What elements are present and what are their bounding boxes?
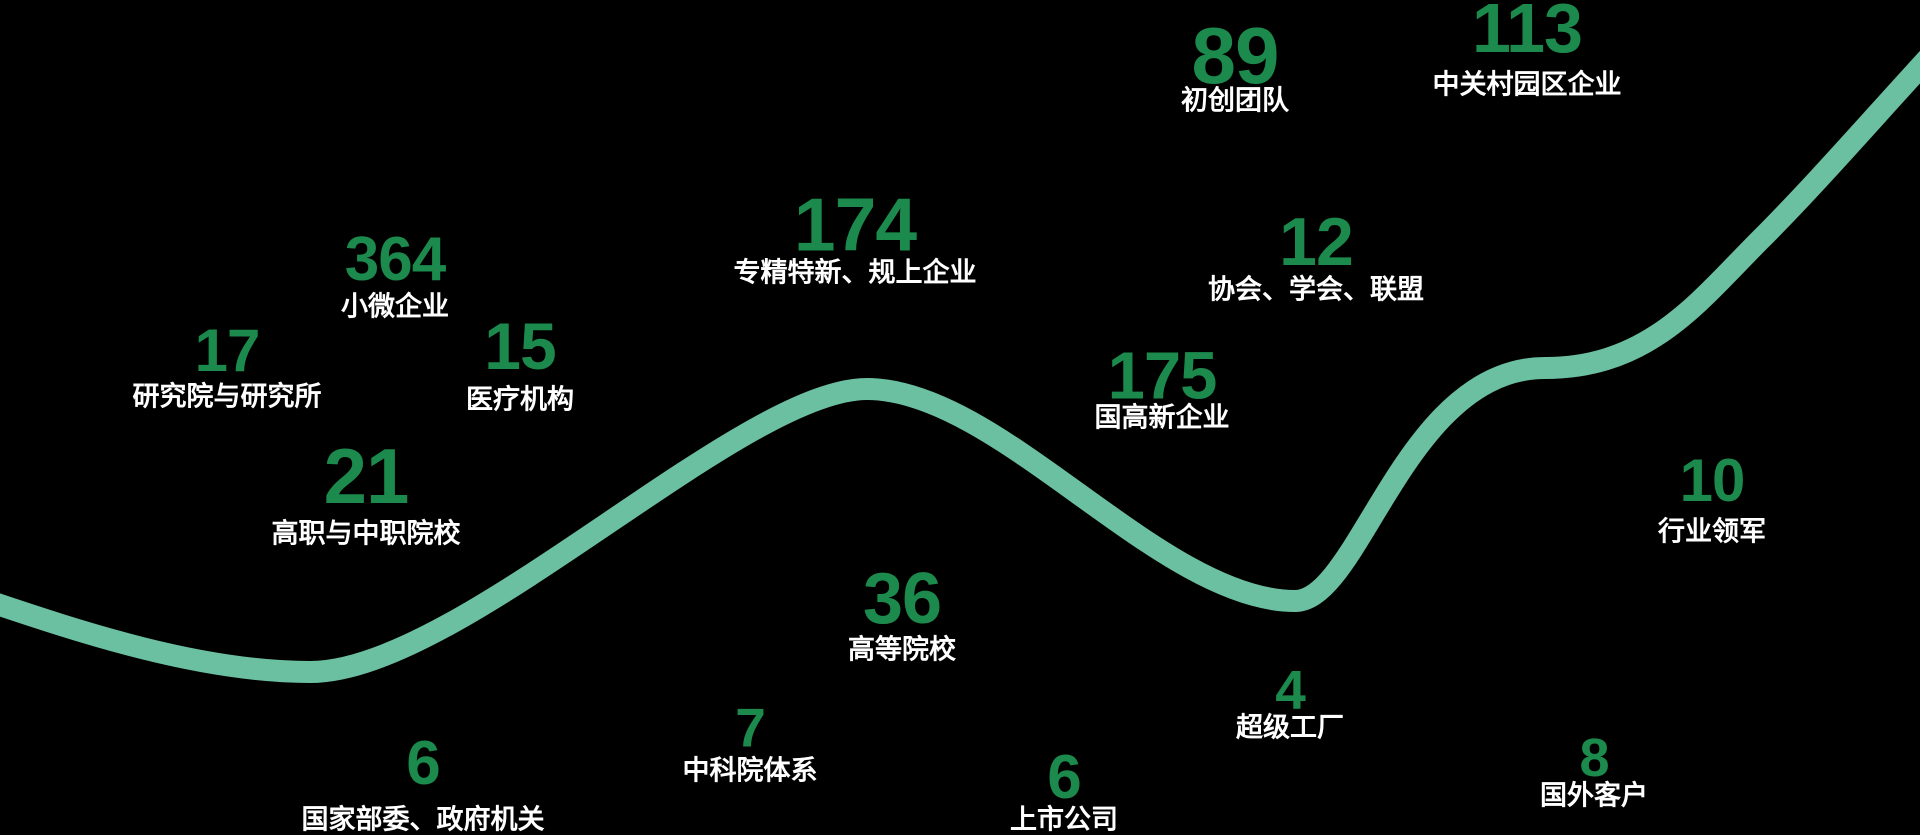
stat-label: 国家部委、政府机关: [301, 804, 545, 835]
stat-value: 89: [1191, 11, 1280, 100]
stat-label: 研究院与研究所: [132, 381, 322, 412]
stat-label: 高职与中职院校: [271, 518, 461, 549]
stat-label: 国高新企业: [1094, 402, 1230, 433]
stat-label: 初创团队: [1181, 85, 1289, 116]
trend-wave-line: [0, 50, 1920, 684]
stat-value: 6: [406, 729, 440, 798]
stat-value: 7: [735, 696, 766, 759]
stat-value: 8: [1579, 728, 1609, 788]
stat-value: 174: [793, 182, 917, 267]
stat-label: 行业领军: [1658, 516, 1766, 547]
stat-value: 364: [344, 225, 446, 294]
stat-value: 113: [1472, 0, 1583, 67]
stat-label: 中关村园区企业: [1432, 69, 1622, 100]
stat-label: 专精特新、规上企业: [733, 257, 977, 288]
stat-value: 36: [862, 559, 942, 639]
stat-label: 医疗机构: [466, 384, 574, 415]
stat-label: 协会、学会、联盟: [1208, 274, 1424, 305]
stat-value: 4: [1275, 658, 1306, 721]
stat-value: 15: [484, 309, 556, 383]
stat-value: 175: [1107, 338, 1218, 414]
stat-value: 10: [1679, 447, 1746, 514]
stat-value: 17: [194, 317, 261, 384]
stat-label: 国外客户: [1540, 780, 1648, 811]
stat-label: 上市公司: [1010, 804, 1118, 835]
stat-value: 12: [1279, 204, 1354, 280]
stat-value: 6: [1047, 743, 1081, 812]
stat-label: 中科院体系: [682, 755, 818, 786]
stat-label: 超级工厂: [1236, 712, 1344, 743]
stat-value: 21: [323, 432, 410, 520]
stat-label: 高等院校: [848, 634, 956, 665]
stat-label: 小微企业: [341, 291, 449, 322]
